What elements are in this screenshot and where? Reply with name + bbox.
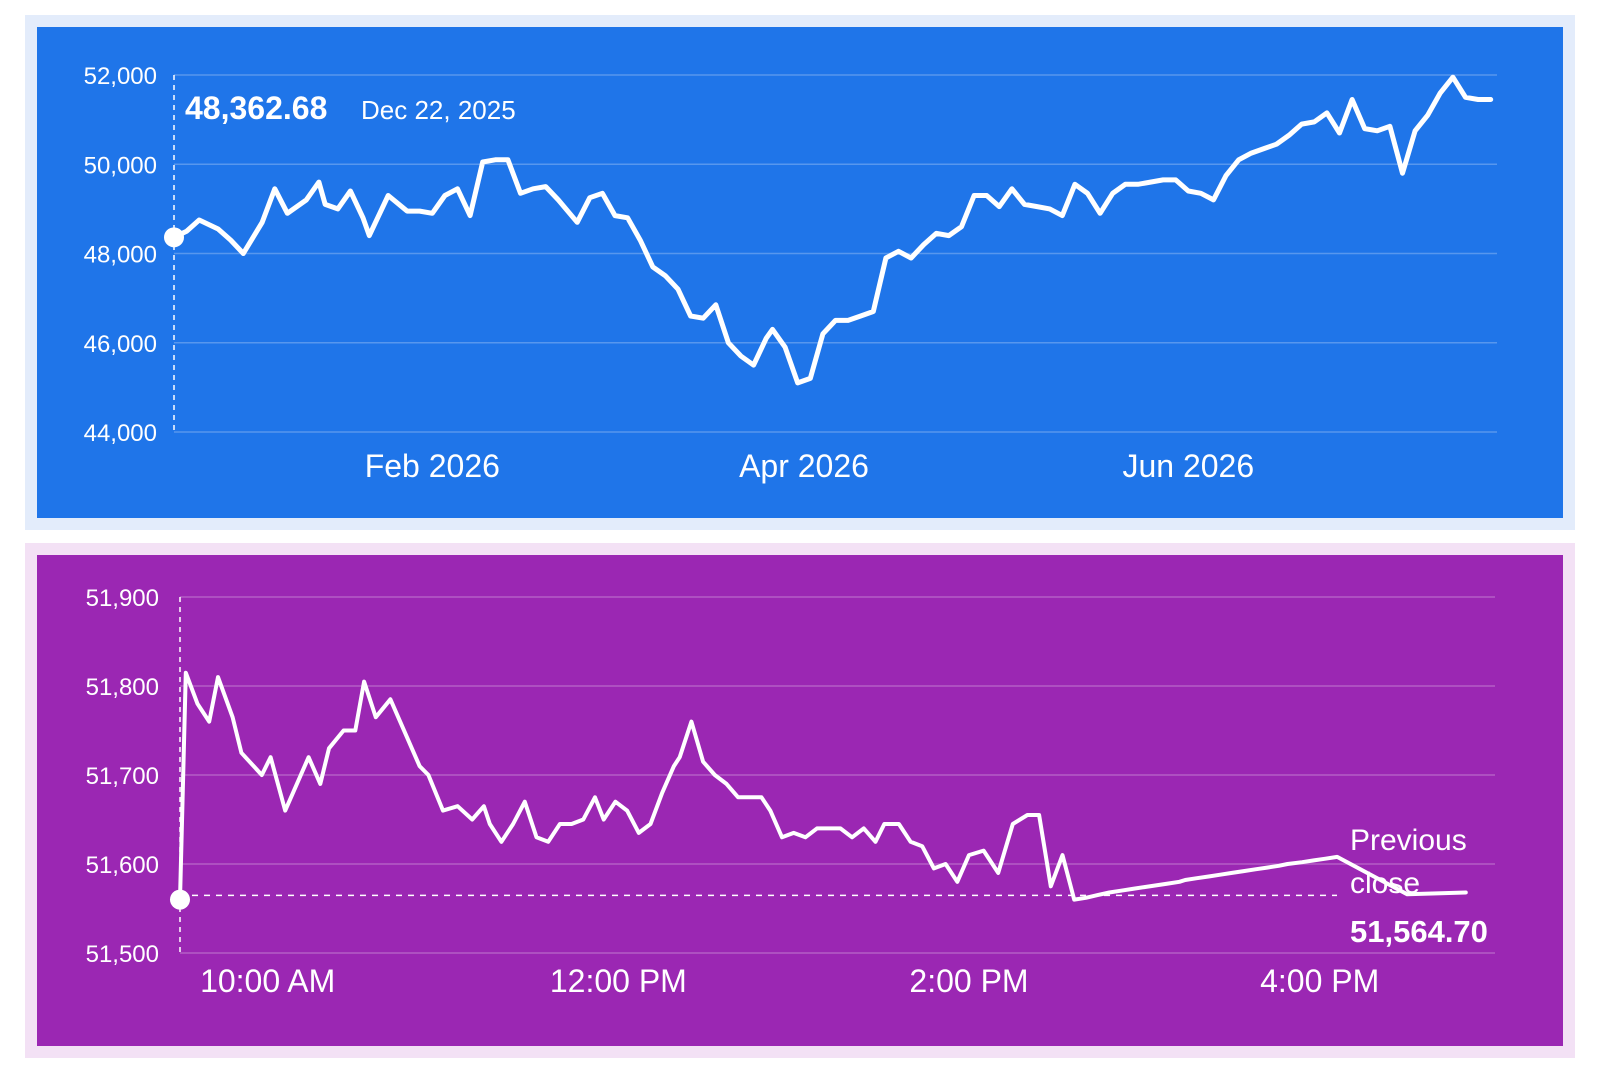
x-tick-label: Feb 2026 (365, 448, 500, 484)
top-chart-card: 44,000 46,000 48,000 50,000 52,000 Feb 2026 Ap… (37, 27, 1563, 518)
y-tick-label: 51,900 (86, 585, 159, 612)
crosshair-dot[interactable] (170, 889, 190, 910)
x-tick-label: 2:00 PM (909, 963, 1028, 999)
top-chart-frame: 44,000 46,000 48,000 50,000 52,000 Feb 2026 Ap… (25, 15, 1575, 530)
tooltip-date: Dec 22, 2025 (361, 95, 516, 125)
bottom-chart-card: 51,500 51,600 51,700 51,800 51,900 10:00 AM 12… (37, 555, 1563, 1046)
top-chart-svg[interactable]: 44,000 46,000 48,000 50,000 52,000 Feb 2026 Ap… (37, 27, 1563, 518)
crosshair-dot[interactable] (164, 227, 184, 248)
price-line (171, 74, 1494, 386)
x-tick-label: 10:00 AM (200, 963, 335, 999)
y-tick-label: 46,000 (84, 331, 157, 358)
y-tick-label: 51,800 (86, 674, 159, 701)
intraday-line (178, 670, 1468, 902)
y-tick-label: 51,700 (86, 763, 159, 790)
x-tick-label: 4:00 PM (1260, 963, 1379, 999)
previous-close-label: Previous (1350, 824, 1467, 857)
y-tick-label: 51,600 (86, 852, 159, 879)
y-tick-label: 44,000 (84, 420, 157, 447)
previous-close-value: 51,564.70 (1350, 914, 1488, 949)
x-tick-label: Apr 2026 (739, 448, 869, 484)
y-tick-label: 52,000 (84, 63, 157, 90)
y-tick-label: 48,000 (84, 242, 157, 269)
y-tick-label: 50,000 (84, 152, 157, 179)
bottom-chart-frame: 51,500 51,600 51,700 51,800 51,900 10:00 AM 12… (25, 543, 1575, 1058)
x-tick-label: 12:00 PM (550, 963, 687, 999)
tooltip-value: 48,362.68 (185, 90, 327, 126)
x-tick-label: Jun 2026 (1122, 448, 1254, 484)
bottom-chart-svg[interactable]: 51,500 51,600 51,700 51,800 51,900 10:00 AM 12… (37, 555, 1563, 1046)
y-tick-label: 51,500 (86, 941, 159, 968)
